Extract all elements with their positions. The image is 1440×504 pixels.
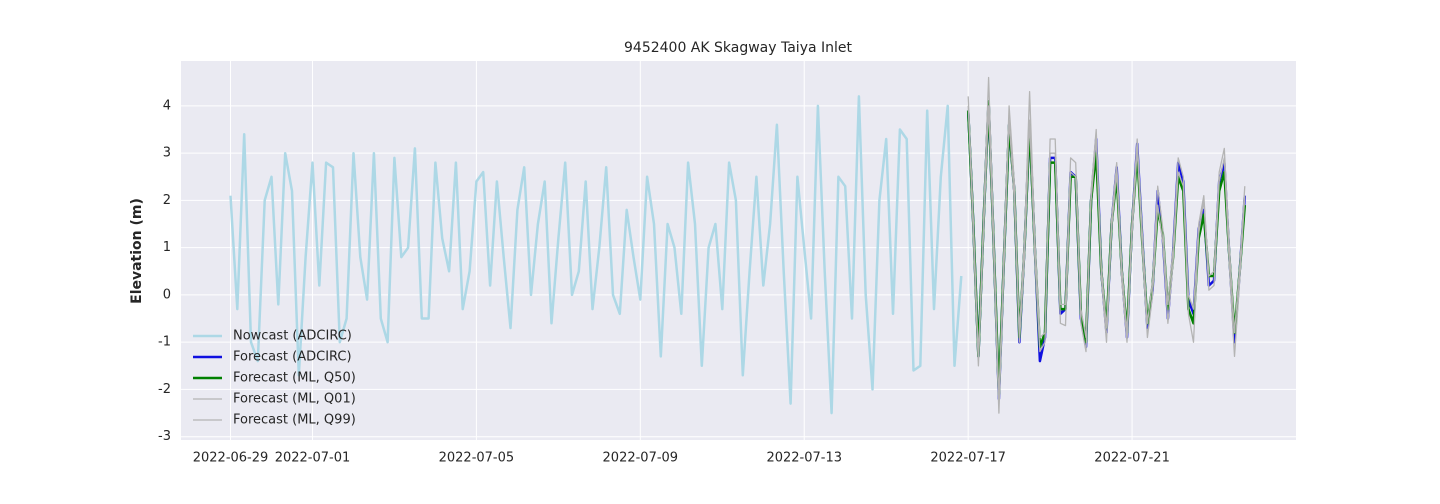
y-axis-label: Elevation (m)	[129, 198, 145, 304]
series-line	[229, 95, 963, 415]
x-tick-label: 2022-07-05	[439, 451, 515, 466]
y-tick-label: 2	[163, 193, 171, 208]
y-tick-label: -2	[158, 382, 171, 397]
x-tick-label: 2022-07-13	[766, 451, 842, 466]
x-tick-label: 2022-07-09	[603, 451, 679, 466]
y-tick-label: -3	[158, 429, 171, 444]
legend-label: Forecast (ML, Q50)	[233, 371, 356, 386]
x-tick-label: 2022-06-29	[193, 451, 269, 466]
legend: Nowcast (ADCIRC) Forecast (ADCIRC) Forecas…	[193, 329, 356, 428]
axes: -3 -2 -1 0 1 2 3 4 2022-06-29 2022-07-01 2022-07-0…	[158, 98, 1170, 465]
legend-label: Forecast (ML, Q99)	[233, 413, 356, 428]
y-tick-label: 3	[163, 146, 171, 161]
series-line	[967, 76, 1246, 400]
x-tick-label: 2022-07-21	[1094, 451, 1170, 466]
lines	[229, 76, 1247, 415]
chart-title: 9452400 AK Skagway Taiya Inlet	[624, 40, 853, 56]
legend-label: Nowcast (ADCIRC)	[233, 329, 352, 344]
y-tick-label: -1	[158, 335, 171, 350]
y-tick-label: 1	[163, 240, 171, 255]
x-tick-label: 2022-07-01	[275, 451, 351, 466]
y-tick-label: 4	[163, 98, 171, 113]
legend-label: Forecast (ADCIRC)	[233, 350, 352, 365]
x-tick-label: 2022-07-17	[930, 451, 1006, 466]
legend-label: Forecast (ML, Q01)	[233, 392, 356, 407]
y-tick-label: 0	[163, 287, 171, 302]
